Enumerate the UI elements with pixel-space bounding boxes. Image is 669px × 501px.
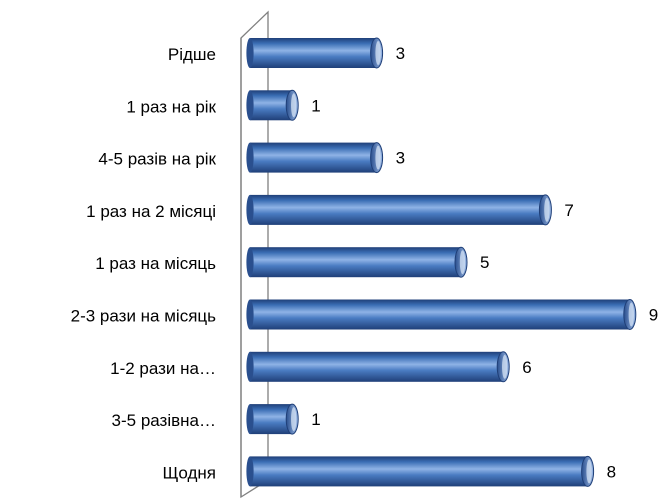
bar (246, 351, 510, 383)
bar-start-cap (246, 404, 254, 435)
bar-body (250, 194, 546, 225)
category-label: 3-5 разівна… (112, 411, 216, 430)
bar-cap-highlight (502, 354, 508, 379)
bar (246, 142, 384, 174)
value-label: 5 (480, 253, 489, 272)
bar (246, 246, 468, 278)
bar-start-cap (246, 90, 254, 121)
category-label: 4-5 разів на рік (98, 150, 216, 169)
category-label: 1 раз на 2 місяці (86, 202, 216, 221)
bar-start-cap (246, 299, 254, 330)
category-label: 1 раз на рік (126, 97, 216, 116)
category-label: Рідше (168, 45, 216, 64)
bar-start-cap (246, 351, 254, 382)
value-label: 1 (311, 96, 320, 115)
chart-labels: Рідше 3 1 раз на рік 1 4-5 разів на рік 3 1 ра… (71, 44, 659, 482)
value-label: 1 (311, 410, 320, 429)
bar-body (250, 299, 630, 330)
category-label: 1-2 рази на… (110, 359, 216, 378)
bar-cap-highlight (291, 93, 297, 118)
bar-body (250, 351, 504, 382)
bar-cap-highlight (544, 197, 550, 222)
bar (246, 455, 595, 487)
value-label: 8 (607, 462, 616, 481)
bar-cap-highlight (459, 250, 466, 275)
bar-body (250, 90, 293, 121)
bar-start-cap (246, 456, 254, 487)
bar (246, 194, 552, 226)
bar (246, 299, 637, 330)
value-label: 6 (522, 358, 531, 377)
bar-cap-highlight (586, 459, 592, 484)
value-label: 9 (649, 306, 658, 325)
category-label: 2-3 рази на місяць (71, 307, 216, 326)
bar-start-cap (246, 38, 254, 68)
bar (246, 403, 299, 435)
bar-body (250, 456, 588, 487)
value-label: 3 (396, 44, 405, 63)
value-label: 3 (396, 149, 405, 168)
bar-cap-highlight (375, 41, 381, 65)
bar (246, 89, 299, 121)
value-label: 7 (564, 201, 573, 220)
category-label: 1 раз на місяць (95, 254, 216, 273)
bar-start-cap (246, 247, 254, 278)
bar-start-cap (246, 142, 254, 173)
bar-cap-highlight (291, 407, 297, 432)
bar-body (250, 38, 377, 68)
chart-bars (246, 37, 637, 487)
bar-body (250, 142, 377, 173)
bar-start-cap (246, 194, 254, 225)
bar-cap-highlight (628, 302, 634, 327)
bar-cap-highlight (375, 145, 381, 170)
bar-body (250, 247, 461, 278)
bar-body (250, 404, 293, 435)
bar (246, 37, 384, 69)
category-label: Щодня (162, 463, 216, 482)
